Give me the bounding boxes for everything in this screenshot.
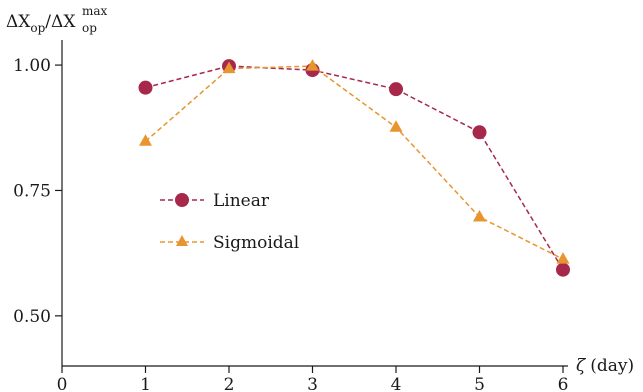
x-tick-label: 3 [307,375,318,392]
series-layer [138,59,570,277]
data-point-linear [472,125,487,140]
data-point-sigmoidal [473,210,486,222]
legend-label-linear: Linear [213,191,270,211]
data-point-sigmoidal [222,61,236,74]
data-point-sigmoidal [389,120,403,132]
y-axis-title-sup: max [82,4,108,18]
x-tick-label: 4 [391,375,402,392]
data-point-sigmoidal [306,59,319,71]
data-point-linear [389,82,403,97]
y-axis-title-var-2: X [63,12,76,32]
x-ticks: 0 1 2 3 4 5 6 [57,366,569,392]
series-line-sigmoidal [145,65,564,260]
legend-label-sigmoidal: Sigmoidal [213,233,299,253]
x-axis-title: ζ (day) [576,356,634,376]
series-line-linear [145,65,564,271]
y-axis-title: ΔXop/ΔX [6,12,76,35]
y-axis-title-delta: Δ [6,12,18,32]
y-tick-label: 1.00 [13,56,51,76]
legend-marker-linear [175,193,189,207]
y-ticks: 0.50 0.75 1.00 [13,56,62,327]
data-point-linear [556,262,570,277]
y-axis-title-sub: op [30,21,45,35]
y-axis-title-var: X [18,12,31,32]
x-tick-label: 6 [558,375,569,392]
x-axis-title-unit: (day) [590,356,634,376]
data-point-linear [138,80,153,95]
x-tick-label: 0 [57,375,68,392]
data-point-sigmoidal [139,134,152,146]
x-tick-label: 1 [140,375,151,392]
x-tick-label: 2 [224,375,235,392]
x-axis-title-symbol: ζ [576,356,587,376]
x-tick-label: 5 [474,375,485,392]
y-tick-label: 0.75 [13,181,51,201]
y-axis-title-slash: / [45,12,51,32]
y-tick-label: 0.50 [13,307,51,327]
data-point-sigmoidal [556,252,570,264]
legend: Linear Sigmoidal [160,191,299,253]
y-axis-title-delta-2: Δ [51,12,63,32]
legend-marker-sigmoidal [176,235,188,246]
y-axis-title-sub-2: op [82,21,97,35]
